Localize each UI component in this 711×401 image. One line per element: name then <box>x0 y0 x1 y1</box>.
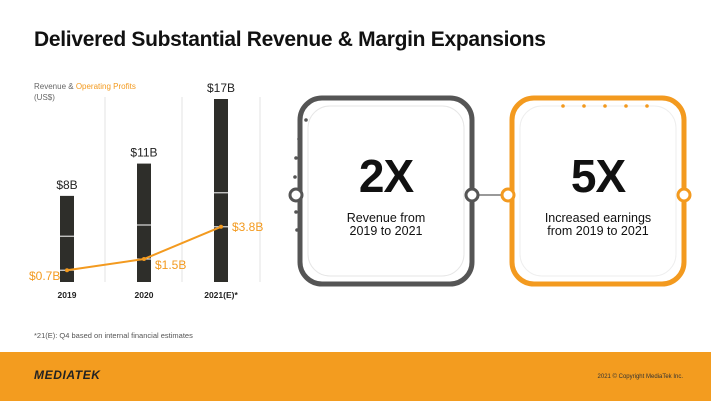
metric-2x-value: 2X <box>358 150 414 202</box>
category-label-2: 2021(E)* <box>204 290 238 300</box>
box-5x-outline <box>509 95 687 287</box>
profit-point-0 <box>65 268 69 273</box>
bar-label-0: $8B <box>56 178 77 192</box>
metric-diagram <box>288 95 692 287</box>
metric-2x: 2X Revenue from 2019 to 2021 <box>308 152 464 238</box>
node-mid-dark <box>464 187 480 203</box>
dots-left <box>293 118 308 232</box>
bar-revenue-1 <box>137 163 151 282</box>
metric-5x-line2: from 2019 to 2021 <box>547 224 649 238</box>
category-label-1: 2020 <box>135 290 154 300</box>
bar-label-2: $17B <box>207 81 235 95</box>
metric-5x-description: Increased earnings from 2019 to 2021 <box>520 212 676 238</box>
bar-revenue-2 <box>214 99 228 282</box>
footnote: *21(E): Q4 based on internal financial e… <box>34 331 193 340</box>
metric-5x: 5X Increased earnings from 2019 to 2021 <box>520 152 676 238</box>
box-2x <box>307 105 465 277</box>
metric-5x-value: 5X <box>570 150 626 202</box>
legend-unit: (US$) <box>34 93 55 102</box>
bar-label-1: $11B <box>130 146 157 160</box>
profit-point-1 <box>142 257 146 261</box>
metric-5x-line1: Increased earnings <box>544 211 652 225</box>
slide-title: Delivered Substantial Revenue & Margin E… <box>34 28 546 51</box>
metric-2x-description: Revenue from 2019 to 2021 <box>308 212 464 238</box>
footer-bar: MEDIATEK 2021 © Copyright MediaTek Inc. <box>0 352 711 401</box>
chart-legend: Revenue & Operating Profits (US$) <box>34 81 136 103</box>
profit-label-1: $1.5B <box>155 258 186 272</box>
node-left <box>288 187 304 203</box>
chart-labels: $8B 2019 $11B 2020 $17B 2021(E)* $0.7B $1.5B $3.… <box>29 81 263 300</box>
box-5x <box>519 105 677 277</box>
box-2x-outline <box>297 95 475 287</box>
metric-2x-line1: Revenue from <box>346 211 426 225</box>
profit-label-0: $0.7B <box>29 269 60 283</box>
profit-label-2: $3.8B <box>232 220 263 234</box>
copyright-text: 2021 © Copyright MediaTek Inc. <box>597 374 683 380</box>
revenue-chart: $8B 2019 $11B 2020 $17B 2021(E)* $0.7B $1.5B $3.… <box>29 81 263 300</box>
legend-operating-profits: Operating Profits <box>75 82 136 91</box>
chart-grid <box>104 97 261 282</box>
category-label-0: 2019 <box>58 290 77 300</box>
node-mid-orange <box>500 187 516 203</box>
profit-point-2 <box>219 224 223 229</box>
mediatek-logo: MEDIATEK <box>34 368 101 382</box>
dots-top <box>561 104 649 108</box>
metric-2x-line2: 2019 to 2021 <box>349 224 423 238</box>
revenue-bars <box>60 99 228 282</box>
node-right <box>676 187 692 203</box>
legend-revenue: Revenue & <box>34 82 76 91</box>
bar-revenue-0 <box>60 195 74 282</box>
profit-line <box>65 224 223 273</box>
